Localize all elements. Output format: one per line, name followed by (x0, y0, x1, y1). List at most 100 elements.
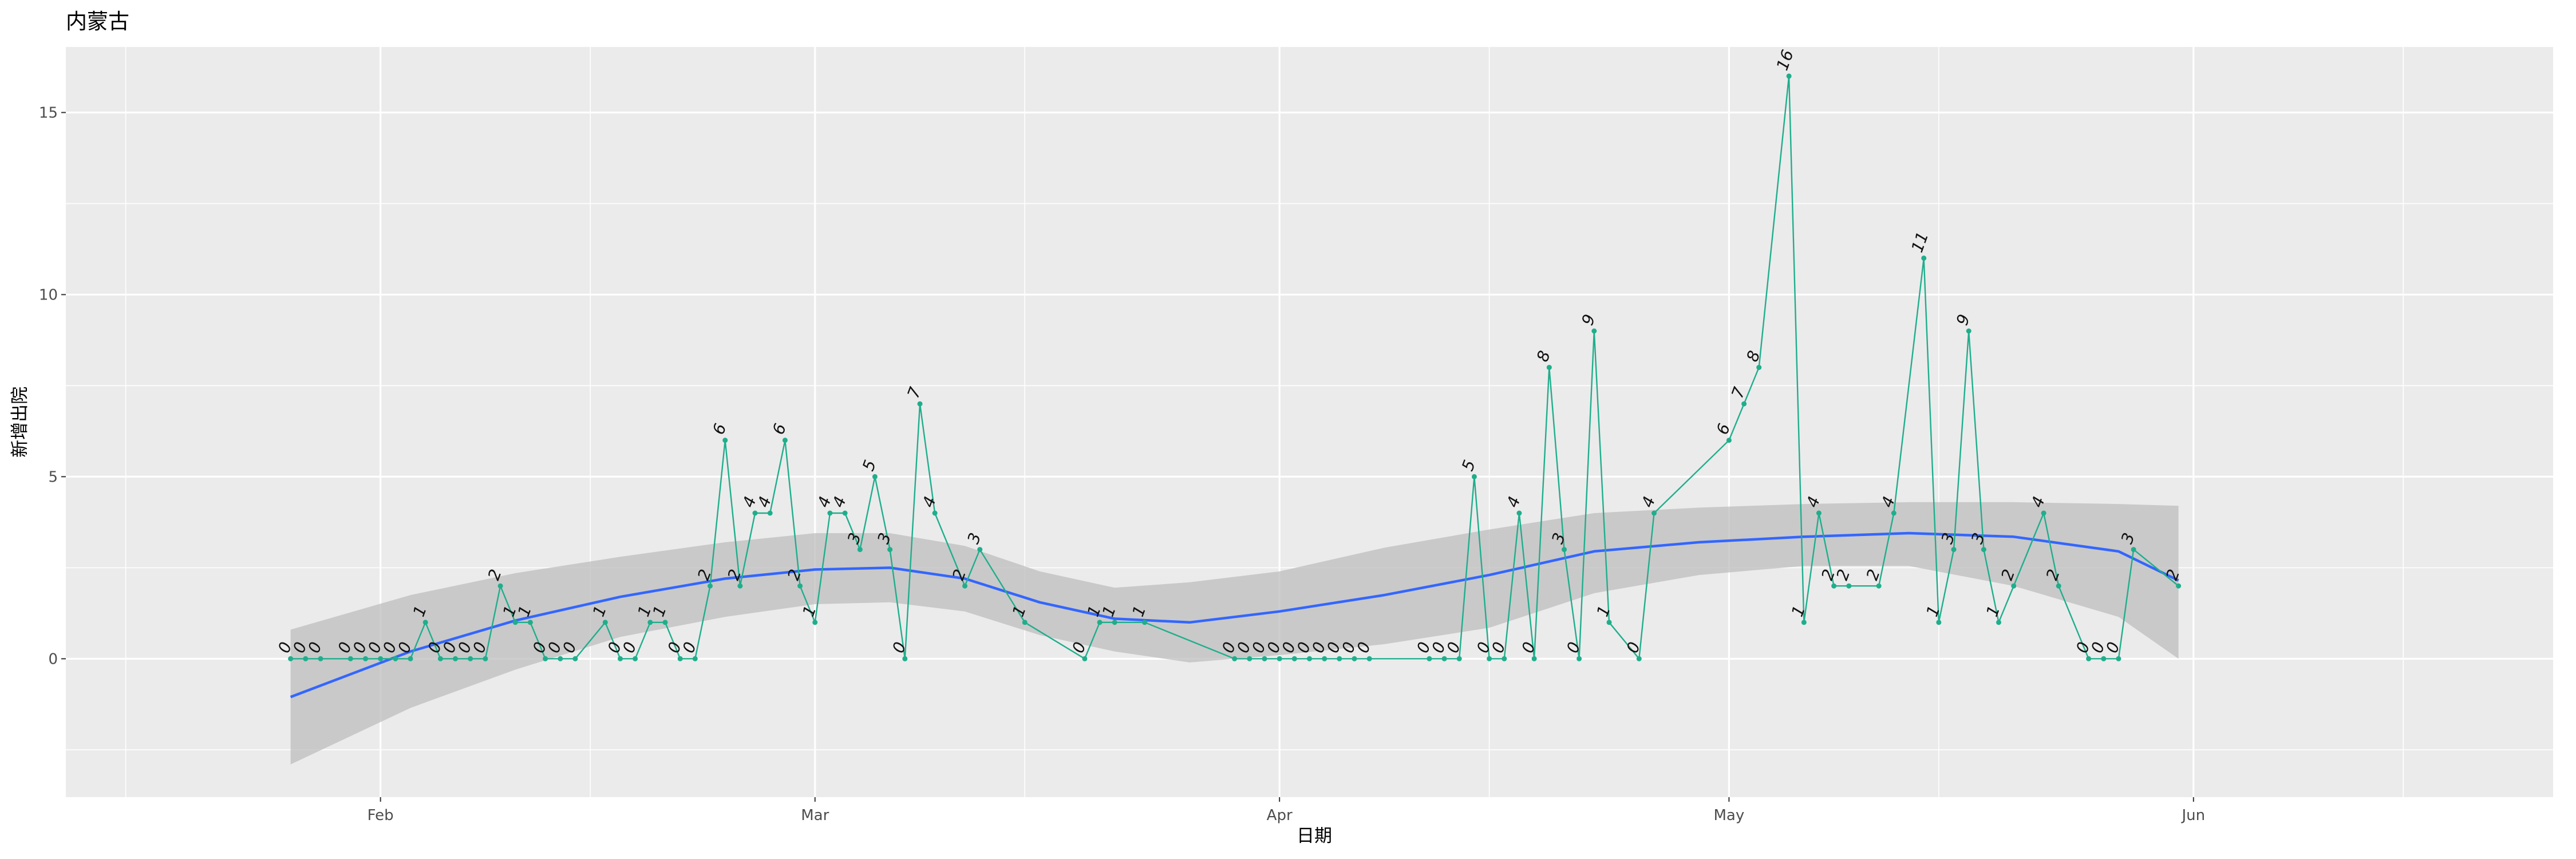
data-point (1606, 620, 1612, 625)
data-point (722, 438, 728, 443)
y-tick-label: 15 (39, 104, 58, 121)
data-point (1636, 656, 1642, 661)
data-point (303, 656, 309, 661)
data-point (2131, 547, 2136, 553)
smooth-trend (290, 531, 2179, 699)
y-tick-label: 0 (48, 651, 58, 668)
data-point (318, 656, 323, 661)
data-point (2056, 583, 2061, 589)
data-point (633, 656, 638, 661)
data-point (812, 620, 818, 625)
data-point (1487, 656, 1492, 661)
data-point (2116, 656, 2121, 661)
y-tick-label: 5 (48, 468, 58, 486)
data-point (602, 620, 608, 625)
data-point (1577, 656, 1582, 661)
data-point (1352, 656, 1357, 661)
data-point (977, 547, 983, 553)
data-point (1277, 656, 1282, 661)
data-point (677, 656, 683, 661)
data-point (887, 547, 893, 553)
data-point (708, 583, 713, 589)
confidence-band (290, 502, 2179, 765)
data-point (1502, 656, 1507, 661)
x-tick-label: Mar (801, 807, 829, 824)
data-point (1786, 73, 1792, 79)
data-point (2041, 510, 2046, 516)
data-point (1322, 656, 1327, 661)
x-tick-label: Feb (368, 807, 394, 824)
data-point (378, 656, 384, 661)
data-point (468, 656, 473, 661)
data-point (1546, 365, 1552, 371)
data-point (1471, 474, 1477, 479)
data-point (2086, 656, 2092, 661)
x-tick-label: Jun (2180, 807, 2205, 824)
data-point (1816, 510, 1822, 516)
data-point (1456, 656, 1462, 661)
data-point (1652, 510, 1657, 516)
data-point (827, 510, 833, 516)
x-tick-label: Apr (1267, 807, 1293, 824)
data-point (1531, 656, 1537, 661)
data-point (618, 656, 623, 661)
data-point (752, 510, 758, 516)
data-point (1981, 547, 1986, 553)
data-point (422, 620, 428, 625)
data-point (1921, 255, 1927, 261)
axes: 0 5 10 15 Feb Mar Apr May Jun (39, 104, 2205, 824)
data-point (1891, 510, 1897, 516)
data-point (1562, 547, 1567, 553)
data-point (1936, 620, 1942, 625)
data-point (288, 656, 294, 661)
data-point (1232, 656, 1238, 661)
data-point (1366, 656, 1372, 661)
data-point (692, 656, 698, 661)
data-point (1726, 438, 1732, 443)
data-point (1591, 328, 1597, 334)
data-point (917, 401, 923, 407)
y-axis-title: 新增出院 (10, 387, 30, 458)
data-point (347, 656, 353, 661)
data-point (1112, 620, 1117, 625)
data-point (497, 583, 503, 589)
data-point (1022, 620, 1028, 625)
data-point (1262, 656, 1267, 661)
data-point (1291, 656, 1297, 661)
smooth-line (290, 531, 2179, 699)
y-tick-label: 10 (39, 286, 58, 304)
data-point (767, 510, 773, 516)
data-point (782, 438, 788, 443)
data-point (1427, 656, 1432, 661)
data-point (1307, 656, 1312, 661)
data-point (1801, 620, 1807, 625)
data-point (1966, 328, 1971, 334)
data-point (902, 656, 908, 661)
data-point (1741, 401, 1747, 407)
data-point (453, 656, 458, 661)
data-point (647, 620, 653, 625)
data-point (842, 510, 848, 516)
data-point (1876, 583, 1882, 589)
data-point (1097, 620, 1103, 625)
data-point (662, 620, 668, 625)
chart-title: 内蒙古 (66, 9, 129, 34)
series-layer (288, 73, 2182, 661)
data-point (393, 656, 398, 661)
data-point (1082, 656, 1088, 661)
data-point (1247, 656, 1253, 661)
data-point (1996, 620, 2001, 625)
data-point (1516, 510, 1522, 516)
data-point (437, 656, 443, 661)
data-point (572, 656, 578, 661)
data-point (483, 656, 488, 661)
data-point (1831, 583, 1837, 589)
x-axis-title: 日期 (1297, 826, 1332, 846)
x-tick-label: May (1714, 807, 1745, 824)
data-point (1337, 656, 1342, 661)
data-point (1756, 365, 1762, 371)
data-point (2101, 656, 2107, 661)
confidence-ribbon (290, 502, 2179, 765)
